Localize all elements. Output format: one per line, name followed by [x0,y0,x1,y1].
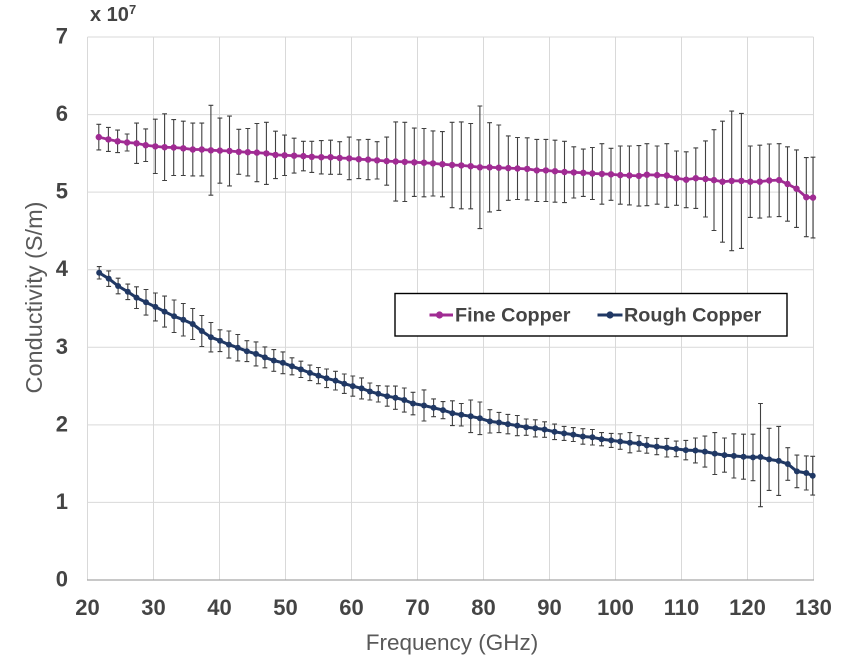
svg-text:7: 7 [56,24,68,49]
svg-text:4: 4 [56,256,69,281]
svg-text:110: 110 [664,595,700,620]
svg-text:20: 20 [75,595,99,620]
svg-text:50: 50 [273,595,297,620]
svg-text:30: 30 [141,595,165,620]
svg-text:Fine Copper: Fine Copper [455,305,571,327]
svg-text:120: 120 [729,595,766,620]
svg-text:60: 60 [339,595,363,620]
svg-text:1: 1 [56,489,68,514]
svg-text:6: 6 [56,101,68,126]
svg-text:70: 70 [405,595,429,620]
svg-text:Rough Copper: Rough Copper [624,305,762,327]
svg-text:5: 5 [56,179,68,204]
svg-text:Frequency (GHz): Frequency (GHz) [366,630,539,655]
svg-text:Conductivity (S/m): Conductivity (S/m) [21,202,47,394]
svg-text:80: 80 [471,595,495,620]
svg-text:40: 40 [207,595,231,620]
svg-text:130: 130 [795,595,832,620]
svg-text:3: 3 [56,334,68,359]
svg-text:2: 2 [56,411,68,436]
svg-text:100: 100 [597,595,634,620]
svg-text:0: 0 [56,567,68,592]
svg-text:x 107: x 107 [90,2,136,26]
svg-text:90: 90 [537,595,561,620]
